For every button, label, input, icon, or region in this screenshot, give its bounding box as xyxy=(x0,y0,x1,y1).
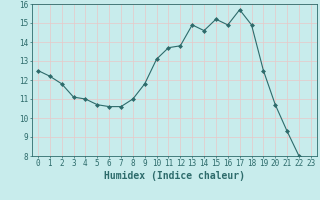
X-axis label: Humidex (Indice chaleur): Humidex (Indice chaleur) xyxy=(104,171,245,181)
